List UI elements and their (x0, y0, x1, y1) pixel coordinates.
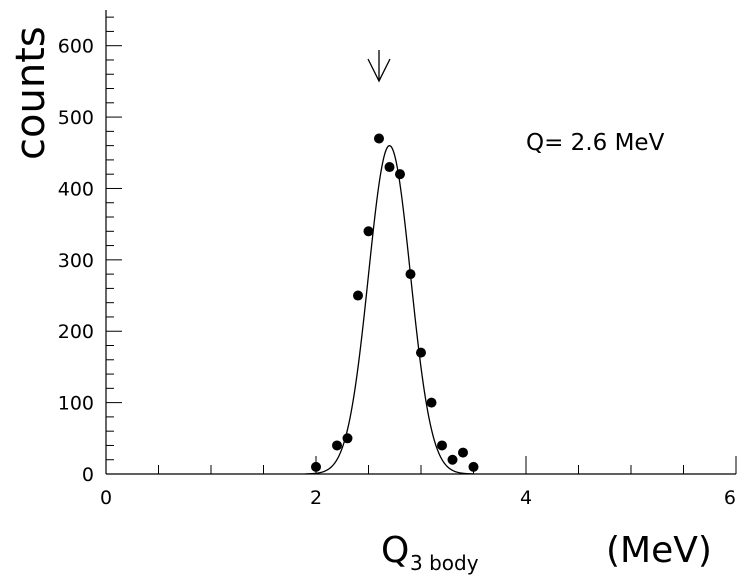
q-value-annotation: Q= 2.6 MeV (526, 130, 665, 156)
y-tick-label: 100 (58, 393, 94, 415)
y-tick-label: 300 (58, 250, 94, 272)
y-tick-label: 0 (82, 464, 94, 486)
data-point (384, 162, 395, 173)
data-point (468, 461, 479, 472)
y-tick-label: 500 (58, 107, 94, 129)
arrow-head (367, 58, 391, 83)
y-axis-label: counts (8, 26, 54, 160)
data-point (353, 290, 363, 301)
data-point (395, 169, 405, 180)
y-axis-tick-labels: 0 100 200 300 400 500 600 (58, 36, 94, 486)
data-point (416, 347, 426, 358)
data-point (447, 454, 458, 465)
x-tick-label: 2 (310, 487, 322, 509)
y-axis-ticks (106, 16, 122, 475)
data-point (342, 433, 353, 444)
x-tick-label: 6 (724, 487, 736, 509)
data-point (458, 447, 468, 458)
data-point (332, 440, 342, 451)
data-point (363, 226, 374, 237)
x-tick-label: 4 (520, 487, 532, 509)
data-point (437, 440, 447, 451)
x-axis-label: Q (381, 530, 409, 571)
data-point (311, 461, 321, 472)
x-tick-label: 0 (100, 487, 112, 509)
x-axis-tick-labels: 0 2 4 6 (100, 487, 736, 509)
y-tick-label: 600 (58, 36, 94, 58)
y-tick-label: 400 (58, 178, 94, 200)
x-axis-unit: (MeV) (606, 530, 712, 571)
peak-arrow-icon (367, 50, 391, 83)
data-point (426, 397, 437, 408)
x-axis-label-subscript: 3 body (410, 551, 479, 575)
y-tick-label: 200 (58, 321, 94, 343)
data-point (374, 133, 384, 144)
gaussian-fit-curve (305, 144, 474, 475)
data-point (405, 269, 416, 280)
data-points (311, 133, 479, 472)
